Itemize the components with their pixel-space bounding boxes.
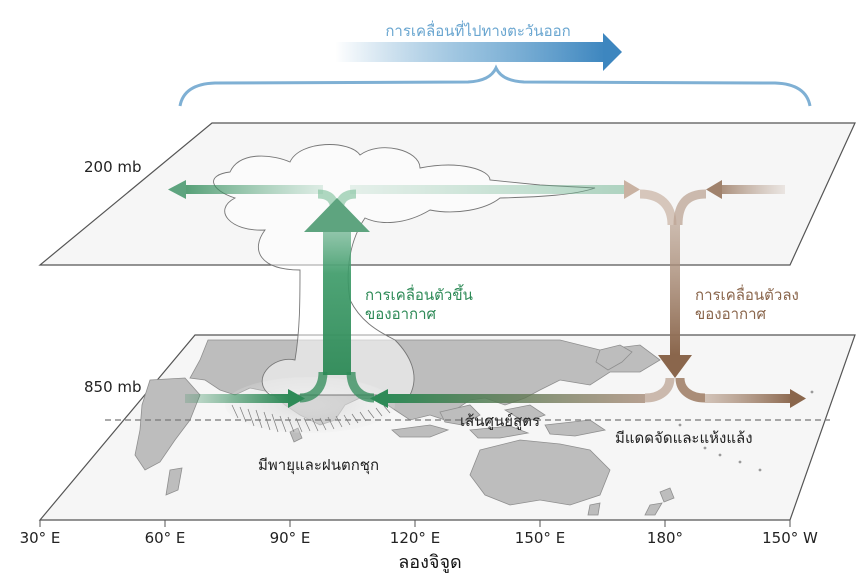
- storm-region-label: มีพายุและฝนตกชุก: [258, 456, 379, 475]
- rising-air-label-line1: การเคลื่อนตัวขึ้น: [365, 284, 473, 304]
- japan-island: [595, 344, 633, 371]
- upper-inflow-arrow: [706, 180, 785, 199]
- sinking-air-label-line2: ของอากาศ: [695, 305, 767, 323]
- dry-region-label: มีแดดจัดและแห้งแล้ง: [615, 429, 753, 447]
- lower-inflow-left-arrow: [185, 389, 305, 408]
- upper-outflow-right-arrow: [350, 180, 640, 199]
- axis-title: ลองจิจูด: [398, 552, 461, 573]
- lower-outflow-right-arrow: [705, 389, 806, 408]
- longitude-axis: 30° E 60° E 90° E 120° E 150° E 180° 150…: [20, 519, 818, 573]
- eastward-arrow: [335, 33, 622, 71]
- level-850mb: 850 mb: [84, 378, 142, 396]
- tick-label-90e: 90° E: [270, 529, 311, 547]
- sinking-air-arrow: [639, 189, 707, 403]
- tick-label-150e: 150° E: [515, 529, 565, 547]
- lower-plane: [38, 334, 856, 521]
- tick-label-180: 180°: [647, 529, 683, 547]
- equator-label: เส้นศูนย์สูตร: [460, 412, 540, 430]
- australia-landmass: [469, 439, 611, 506]
- sinking-air-label-line1: การเคลื่อนตัวลง: [695, 284, 799, 304]
- tick-label-30e: 30° E: [20, 529, 61, 547]
- brace: [178, 64, 812, 107]
- eastward-movement-label: การเคลื่อนที่ไปทางตะวันออก: [385, 20, 570, 40]
- africa-landmass: [134, 377, 201, 471]
- tick-label-60e: 60° E: [145, 529, 186, 547]
- lower-inflow-right-arrow: [370, 389, 645, 408]
- upper-outflow-left-arrow: [168, 180, 323, 199]
- tick-label-150w: 150° W: [762, 529, 818, 547]
- tick-label-120e: 120° E: [390, 529, 440, 547]
- rising-air-arrow: [299, 189, 375, 403]
- rising-air-label-line2: ของอากาศ: [365, 305, 437, 323]
- level-200mb: 200 mb: [84, 158, 142, 176]
